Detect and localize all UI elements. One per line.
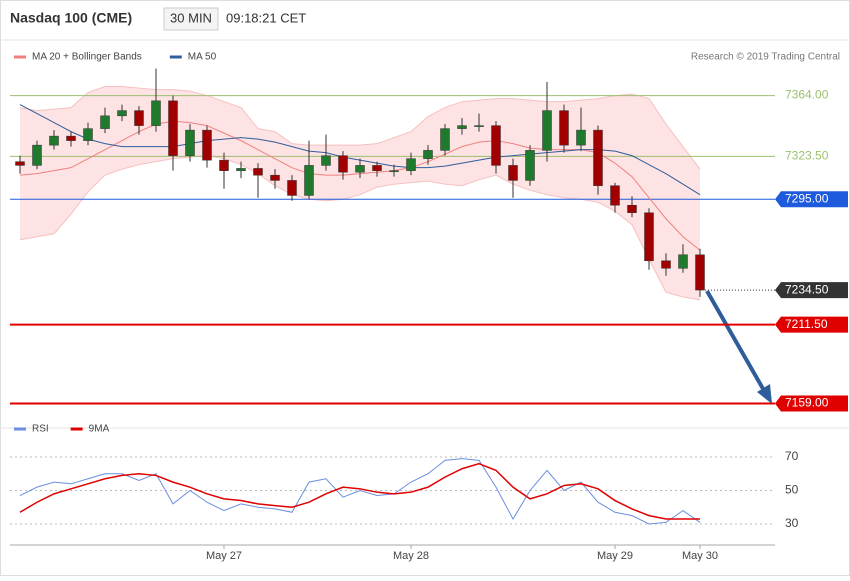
candle-body [423, 150, 433, 159]
candle-body [576, 129, 586, 146]
candle-body [525, 150, 535, 181]
interval-box [163, 7, 219, 31]
candle-body [440, 128, 450, 151]
candle-body [202, 129, 212, 161]
arrow-head [757, 384, 772, 404]
candle-body [593, 129, 603, 186]
x-tick-label: May 28 [393, 550, 429, 562]
time: 09:18:21 CET [226, 10, 306, 25]
candle-body [644, 212, 654, 262]
level-box [775, 395, 848, 412]
candle-body [321, 155, 331, 166]
level-label: 7234.50 [785, 282, 829, 296]
candle-body [627, 204, 637, 213]
level-label: 7323.50 [785, 149, 829, 163]
title: Nasdaq 100 (CME) [10, 10, 132, 26]
candle-body [49, 135, 59, 146]
candle-body [100, 115, 110, 129]
candle-body [15, 161, 25, 166]
credit: Research © 2019 Trading Central [691, 52, 840, 63]
candle-body [134, 110, 144, 126]
bb-lower [19, 155, 701, 301]
candle-body [338, 155, 348, 173]
level-box [775, 316, 848, 333]
candle-body [168, 100, 178, 156]
candle-body [406, 158, 416, 171]
y-tick-label: 30 [785, 516, 799, 530]
level-box [775, 191, 848, 208]
candle-body [185, 129, 195, 156]
candle-body [253, 168, 263, 176]
candle-body [304, 165, 314, 196]
series-line [19, 458, 701, 525]
candle-body [389, 170, 399, 172]
candle-body [66, 135, 76, 141]
candle-body [508, 165, 518, 181]
candle-body [559, 110, 569, 146]
level-label: 7211.50 [785, 317, 828, 331]
series-line [19, 462, 700, 520]
candle-body [661, 260, 671, 269]
candle-body [287, 180, 297, 196]
legend-label: MA 20 + Bollinger Bands [32, 52, 142, 63]
candle-body [355, 165, 365, 173]
candle-body [117, 110, 127, 117]
arrow [705, 290, 768, 395]
y-tick-label: 70 [785, 449, 799, 463]
candle-body [610, 185, 620, 206]
level-box [775, 282, 848, 299]
candle-body [151, 100, 161, 126]
legend-label: RSI [32, 424, 49, 435]
bb-upper [19, 86, 701, 170]
interval: 30 MIN [170, 10, 212, 25]
legend-label: MA 50 [188, 52, 217, 63]
candle-body [474, 125, 484, 127]
candle-body [491, 125, 501, 166]
x-tick-label: May 27 [206, 550, 242, 562]
y-tick-label: 50 [785, 483, 799, 497]
candle-body [236, 168, 246, 171]
candle-body [457, 125, 467, 129]
candle-body [695, 254, 705, 291]
level-label: 7159.00 [785, 396, 829, 410]
candle-body [270, 174, 280, 181]
candle-body [542, 110, 552, 151]
x-tick-label: May 30 [682, 550, 718, 562]
legend-label: 9MA [89, 424, 110, 435]
level-label: 7295.00 [785, 191, 829, 205]
candle-body [678, 254, 688, 269]
candle-body [219, 159, 229, 171]
x-tick-label: May 29 [597, 550, 633, 562]
level-label: 7364.00 [785, 88, 829, 102]
candle-body [372, 165, 382, 171]
candle-body [83, 128, 93, 141]
candle-body [32, 144, 42, 166]
